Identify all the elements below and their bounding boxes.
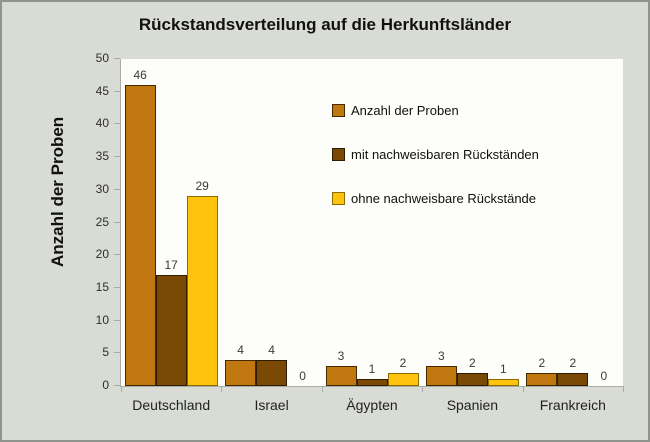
legend-label: ohne nachweisbare Rückstände xyxy=(351,190,537,206)
y-tick-label: 15 xyxy=(95,279,109,294)
legend-label: Anzahl der Proben xyxy=(351,102,459,118)
category-label: Deutschland xyxy=(132,397,211,413)
y-tick xyxy=(114,188,120,190)
y-tick xyxy=(114,156,120,158)
y-tick-label: 20 xyxy=(95,247,109,262)
y-tick-label: 40 xyxy=(95,116,109,131)
y-tick-label: 50 xyxy=(95,51,109,65)
bar xyxy=(456,372,488,386)
y-tick xyxy=(114,385,120,386)
y-tick-label: 10 xyxy=(95,312,109,327)
y-tick xyxy=(114,319,120,321)
category-label: Frankreich xyxy=(539,397,606,413)
bar xyxy=(225,359,257,386)
x-tick xyxy=(422,386,424,392)
bar xyxy=(124,85,156,386)
legend-swatch xyxy=(332,147,345,161)
y-tick xyxy=(114,58,120,59)
y-tick-label: 35 xyxy=(95,149,109,164)
bar-value-label: 3 xyxy=(337,349,345,364)
bar xyxy=(526,372,558,386)
bar xyxy=(487,379,519,386)
bar-value-label: 17 xyxy=(164,257,178,272)
x-tick xyxy=(321,386,323,392)
y-tick-label: 5 xyxy=(102,345,109,360)
y-tick xyxy=(114,221,120,223)
legend-item: mit nachweisbaren Rückständen xyxy=(332,146,539,162)
bar-value-label: 2 xyxy=(569,355,577,370)
bar-value-label: 2 xyxy=(399,355,407,370)
bar-value-label: 0 xyxy=(299,369,306,383)
legend: Anzahl der Proben mit nachweisbaren Rücks… xyxy=(332,102,602,252)
bar xyxy=(387,372,419,386)
y-tick-label: 30 xyxy=(95,181,109,196)
y-tick-label: 25 xyxy=(95,214,109,229)
bar xyxy=(325,366,357,386)
y-tick-label: 0 xyxy=(102,378,109,392)
y-tick xyxy=(114,286,120,288)
x-tick xyxy=(221,386,223,392)
bar-value-label: 4 xyxy=(237,342,244,357)
category-label: Israel xyxy=(254,397,289,413)
bar xyxy=(425,366,457,386)
bar xyxy=(356,379,388,386)
y-tick xyxy=(114,90,120,92)
legend-swatch xyxy=(332,191,345,205)
bar-value-label: 46 xyxy=(133,68,147,83)
y-tick-label: 45 xyxy=(95,83,109,98)
category-label: Spanien xyxy=(446,397,499,413)
bar xyxy=(155,274,187,386)
bar xyxy=(186,196,218,386)
bar xyxy=(256,359,288,386)
bar-value-label: 2 xyxy=(538,355,546,370)
y-tick xyxy=(114,352,120,354)
x-tick xyxy=(522,386,524,392)
chart-title: Rückstandsverteilung auf die Herkunftslä… xyxy=(138,15,512,34)
legend-label: mit nachweisbaren Rückständen xyxy=(351,146,539,162)
legend-item: ohne nachweisbare Rückstände xyxy=(332,190,536,206)
y-tick xyxy=(114,254,120,256)
bar-value-label: 1 xyxy=(500,362,507,377)
y-tick xyxy=(114,123,120,125)
x-tick xyxy=(121,386,122,392)
bar-value-label: 29 xyxy=(195,179,209,194)
legend-item: Anzahl der Proben xyxy=(332,102,459,118)
x-tick xyxy=(623,386,624,392)
bar-value-label: 2 xyxy=(469,355,476,370)
bar xyxy=(557,372,589,386)
bar-value-label: 1 xyxy=(368,362,376,377)
bar-value-label: 4 xyxy=(268,342,275,357)
legend-swatch xyxy=(332,103,345,117)
plot-area: 0 5 10 15 20 25 30 35 40 45 50 Deutschland Israel Ägy… xyxy=(96,51,624,413)
bar-value-label: 0 xyxy=(600,369,608,383)
category-label: Ägypten xyxy=(346,397,398,413)
bar-value-label: 3 xyxy=(438,349,445,364)
